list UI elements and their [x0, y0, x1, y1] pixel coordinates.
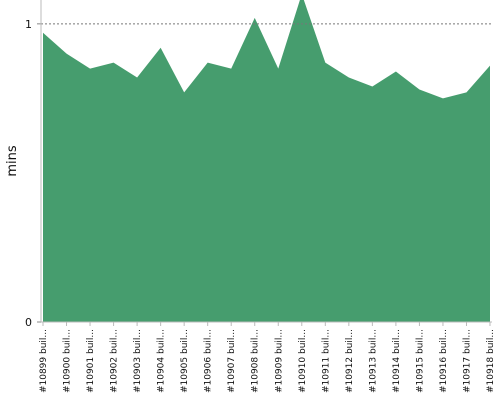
x-tick-label: #10902 buil... — [110, 329, 120, 393]
area — [43, 0, 490, 322]
x-tick-label: #10909 buil... — [274, 329, 284, 393]
x-tick-label: #10911 buil... — [321, 329, 331, 393]
y-axis-label: mins — [5, 145, 20, 177]
x-tick-label: #10917 buil... — [462, 329, 472, 393]
x-tick-label: #10906 buil... — [204, 329, 214, 393]
x-tick-label: #10908 buil... — [251, 329, 261, 393]
x-tick-label: #10910 buil... — [298, 329, 308, 393]
x-tick-label: #10900 buil... — [63, 329, 73, 393]
x-tick-label: #10903 buil... — [133, 329, 143, 393]
x-tick-label: #10901 buil... — [86, 329, 96, 393]
x-tick-label: #10904 buil... — [157, 329, 167, 393]
x-tick-label: #10912 buil... — [345, 329, 355, 393]
x-tick-label: #10918 buil... — [486, 329, 496, 393]
y-tick-label: 1 — [25, 18, 32, 31]
x-tick-label: #10899 buil... — [39, 329, 49, 393]
x-tick-label: #10914 buil... — [392, 329, 402, 393]
x-tick-label: #10905 buil... — [180, 329, 190, 393]
x-tick-label: #10915 buil... — [415, 329, 425, 393]
x-tick-label: #10913 buil... — [368, 329, 378, 393]
y-tick-label: 0 — [25, 316, 32, 329]
x-tick-label: #10916 buil... — [439, 329, 449, 393]
x-tick-label: #10907 buil... — [227, 329, 237, 393]
